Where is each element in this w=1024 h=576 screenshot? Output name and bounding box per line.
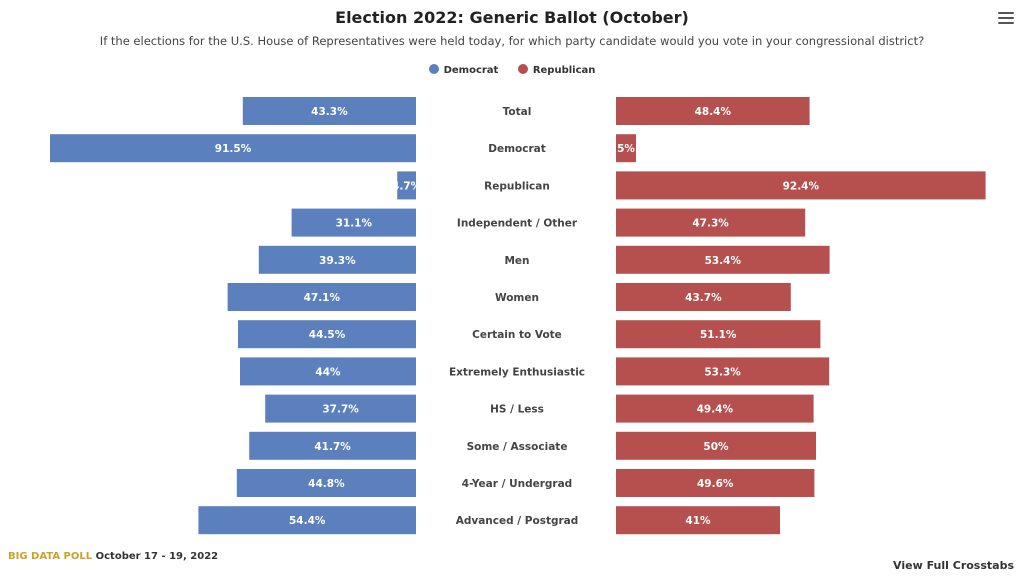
label-democrat-women: 47.1% bbox=[304, 292, 341, 304]
label-democrat-4-year-undergrad: 44.8% bbox=[308, 478, 345, 490]
legend-dot-republican bbox=[517, 64, 528, 74]
bar-democrat-4-year-undergrad[interactable] bbox=[236, 469, 416, 497]
bar-democrat-advanced-postgrad[interactable] bbox=[198, 506, 416, 535]
view-crosstabs-link[interactable]: View Full Crosstabs bbox=[893, 559, 1014, 572]
label-democrat-men: 39.3% bbox=[319, 255, 356, 267]
bar-republican-independent-other[interactable] bbox=[616, 208, 806, 237]
label-republican-republican: 92.4% bbox=[783, 180, 820, 192]
category-label-4-year-undergrad: 4-Year / Undergrad bbox=[462, 478, 572, 490]
bar-democrat-democrat[interactable] bbox=[50, 134, 416, 163]
label-republican-democrat: 5% bbox=[617, 143, 635, 155]
label-democrat-advanced-postgrad: 54.4% bbox=[289, 515, 326, 527]
label-democrat-republican: 4.7% bbox=[392, 180, 422, 192]
bar-republican-democrat[interactable] bbox=[616, 134, 636, 163]
chart-title: Election 2022: Generic Ballot (October) bbox=[335, 8, 689, 27]
label-democrat-democrat: 91.5% bbox=[215, 143, 252, 155]
label-republican-extremely-enthusiastic: 53.3% bbox=[704, 366, 741, 378]
category-label-independent-other: Independent / Other bbox=[457, 218, 578, 230]
bar-republican-women[interactable] bbox=[616, 283, 791, 311]
bar-republican-4-year-undergrad[interactable] bbox=[616, 469, 815, 497]
category-label-extremely-enthusiastic: Extremely Enthusiastic bbox=[449, 366, 585, 378]
bar-democrat-independent-other[interactable] bbox=[291, 208, 416, 237]
bar-republican-advanced-postgrad[interactable] bbox=[616, 506, 780, 535]
category-label-men: Men bbox=[504, 255, 529, 267]
category-label-advanced-postgrad: Advanced / Postgrad bbox=[456, 515, 579, 527]
label-republican-4-year-undergrad: 49.6% bbox=[697, 478, 734, 490]
category-label-certain-to-vote: Certain to Vote bbox=[472, 329, 562, 341]
category-label-some-associate: Some / Associate bbox=[467, 441, 568, 453]
category-label-democrat: Democrat bbox=[488, 143, 546, 155]
legend: Democrat Republican bbox=[0, 64, 1024, 76]
label-democrat-some-associate: 41.7% bbox=[314, 441, 351, 453]
bar-democrat-men[interactable] bbox=[258, 245, 416, 274]
bar-democrat-republican[interactable] bbox=[397, 171, 416, 200]
bar-democrat-some-associate[interactable] bbox=[249, 431, 416, 460]
label-republican-total: 48.4% bbox=[695, 106, 732, 118]
bar-republican-men[interactable] bbox=[616, 245, 830, 274]
legend-label-democrat: Democrat bbox=[443, 65, 499, 76]
bar-republican-hs-less[interactable] bbox=[616, 394, 814, 423]
category-label-hs-less: HS / Less bbox=[490, 404, 544, 416]
bar-republican-total[interactable] bbox=[616, 97, 810, 125]
bar-democrat-women[interactable] bbox=[227, 283, 416, 311]
label-republican-certain-to-vote: 51.1% bbox=[700, 329, 737, 341]
source-brand: BIG DATA POLL bbox=[8, 551, 93, 562]
bar-republican-extremely-enthusiastic[interactable] bbox=[616, 357, 830, 386]
bar-democrat-extremely-enthusiastic[interactable] bbox=[240, 357, 416, 386]
bar-republican-certain-to-vote[interactable] bbox=[616, 320, 821, 349]
legend-item-democrat[interactable]: Democrat bbox=[428, 64, 499, 76]
source-credit: BIG DATA POLL October 17 - 19, 2022 bbox=[8, 551, 218, 562]
poll-dates: October 17 - 19, 2022 bbox=[95, 551, 219, 562]
legend-label-republican: Republican bbox=[532, 65, 596, 76]
bar-democrat-hs-less[interactable] bbox=[265, 394, 416, 423]
label-democrat-independent-other: 31.1% bbox=[336, 218, 373, 230]
category-label-total: Total bbox=[503, 106, 532, 118]
bar-republican-republican[interactable] bbox=[616, 171, 986, 200]
label-republican-hs-less: 49.4% bbox=[697, 404, 734, 416]
label-democrat-certain-to-vote: 44.5% bbox=[309, 329, 346, 341]
label-democrat-extremely-enthusiastic: 44% bbox=[315, 366, 341, 378]
label-republican-advanced-postgrad: 41% bbox=[685, 515, 711, 527]
legend-item-republican[interactable]: Republican bbox=[517, 64, 596, 76]
bar-republican-some-associate[interactable] bbox=[616, 431, 816, 460]
category-label-republican: Republican bbox=[484, 180, 550, 192]
bar-democrat-total[interactable] bbox=[242, 97, 416, 125]
bar-democrat-certain-to-vote[interactable] bbox=[238, 320, 416, 349]
chart-subtitle: If the elections for the U.S. House of R… bbox=[99, 34, 925, 48]
label-democrat-hs-less: 37.7% bbox=[322, 404, 359, 416]
label-republican-independent-other: 47.3% bbox=[692, 218, 729, 230]
label-republican-some-associate: 50% bbox=[703, 441, 729, 453]
label-republican-men: 53.4% bbox=[705, 255, 742, 267]
hamburger-menu-icon[interactable] bbox=[998, 12, 1014, 26]
label-republican-women: 43.7% bbox=[685, 292, 722, 304]
legend-dot-democrat bbox=[428, 64, 439, 74]
category-label-women: Women bbox=[495, 292, 539, 304]
label-democrat-total: 43.3% bbox=[311, 106, 348, 118]
